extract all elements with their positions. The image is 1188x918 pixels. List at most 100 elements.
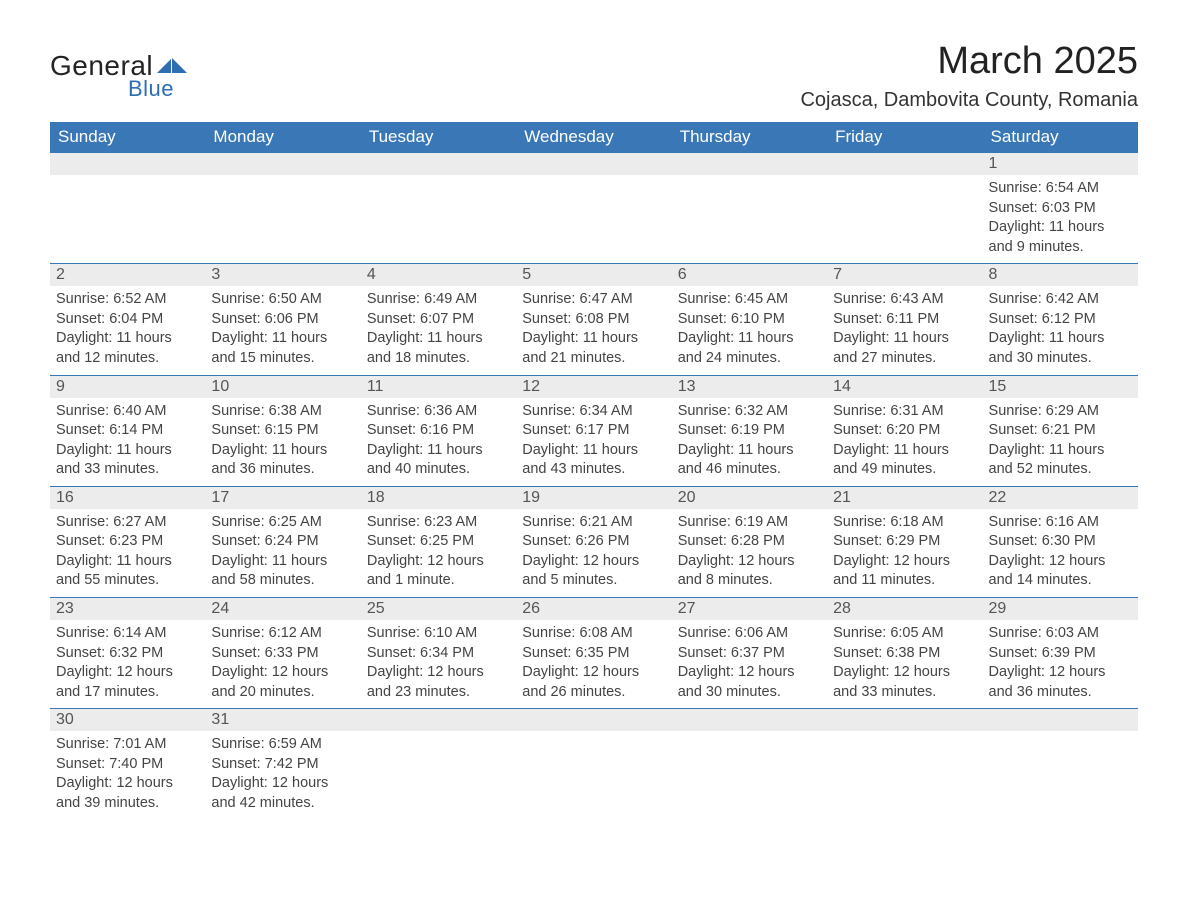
day-day1: Daylight: 11 hours — [678, 441, 821, 461]
day-details: Sunrise: 6:06 AMSunset: 6:37 PMDaylight:… — [672, 620, 827, 708]
day-number: 1 — [983, 153, 1138, 175]
day-details: Sunrise: 6:59 AMSunset: 7:42 PMDaylight:… — [205, 731, 360, 819]
day-number: 9 — [50, 376, 205, 398]
day-details: Sunrise: 6:29 AMSunset: 6:21 PMDaylight:… — [983, 398, 1138, 486]
day-day1: Daylight: 12 hours — [833, 663, 976, 683]
day-day1: Daylight: 11 hours — [367, 329, 510, 349]
dow-saturday: Saturday — [983, 122, 1138, 153]
week-row: 16Sunrise: 6:27 AMSunset: 6:23 PMDayligh… — [50, 487, 1138, 598]
day-cell: 27Sunrise: 6:06 AMSunset: 6:37 PMDayligh… — [672, 598, 827, 708]
day-day2: and 12 minutes. — [56, 349, 199, 369]
day-sunset: Sunset: 6:14 PM — [56, 421, 199, 441]
day-cell: 25Sunrise: 6:10 AMSunset: 6:34 PMDayligh… — [361, 598, 516, 708]
day-number: 24 — [205, 598, 360, 620]
day-sunrise: Sunrise: 6:16 AM — [989, 513, 1132, 533]
day-sunrise: Sunrise: 6:32 AM — [678, 402, 821, 422]
day-sunset: Sunset: 6:35 PM — [522, 644, 665, 664]
day-cell — [827, 709, 982, 819]
day-day2: and 30 minutes. — [678, 683, 821, 703]
day-sunset: Sunset: 6:17 PM — [522, 421, 665, 441]
day-day2: and 15 minutes. — [211, 349, 354, 369]
day-sunrise: Sunrise: 6:42 AM — [989, 290, 1132, 310]
day-details: Sunrise: 6:40 AMSunset: 6:14 PMDaylight:… — [50, 398, 205, 486]
day-day1: Daylight: 12 hours — [522, 552, 665, 572]
day-number: 15 — [983, 376, 1138, 398]
day-day2: and 33 minutes. — [833, 683, 976, 703]
day-day2: and 20 minutes. — [211, 683, 354, 703]
day-number: 30 — [50, 709, 205, 731]
week-row: 23Sunrise: 6:14 AMSunset: 6:32 PMDayligh… — [50, 598, 1138, 709]
day-number: 28 — [827, 598, 982, 620]
day-details: Sunrise: 6:05 AMSunset: 6:38 PMDaylight:… — [827, 620, 982, 708]
day-sunrise: Sunrise: 6:43 AM — [833, 290, 976, 310]
day-cell: 7Sunrise: 6:43 AMSunset: 6:11 PMDaylight… — [827, 264, 982, 374]
day-number: 29 — [983, 598, 1138, 620]
day-sunrise: Sunrise: 6:52 AM — [56, 290, 199, 310]
day-sunset: Sunset: 6:37 PM — [678, 644, 821, 664]
day-sunset: Sunset: 6:39 PM — [989, 644, 1132, 664]
day-sunrise: Sunrise: 6:23 AM — [367, 513, 510, 533]
day-sunset: Sunset: 6:23 PM — [56, 532, 199, 552]
day-cell: 28Sunrise: 6:05 AMSunset: 6:38 PMDayligh… — [827, 598, 982, 708]
day-sunrise: Sunrise: 6:03 AM — [989, 624, 1132, 644]
day-day1: Daylight: 12 hours — [367, 663, 510, 683]
day-cell: 8Sunrise: 6:42 AMSunset: 6:12 PMDaylight… — [983, 264, 1138, 374]
week-row: 9Sunrise: 6:40 AMSunset: 6:14 PMDaylight… — [50, 376, 1138, 487]
day-details: Sunrise: 6:25 AMSunset: 6:24 PMDaylight:… — [205, 509, 360, 597]
day-day2: and 52 minutes. — [989, 460, 1132, 480]
day-sunset: Sunset: 6:20 PM — [833, 421, 976, 441]
day-cell — [672, 153, 827, 263]
day-number: 21 — [827, 487, 982, 509]
day-day1: Daylight: 11 hours — [522, 329, 665, 349]
day-number: 7 — [827, 264, 982, 286]
day-details: Sunrise: 6:45 AMSunset: 6:10 PMDaylight:… — [672, 286, 827, 374]
days-of-week-header: Sunday Monday Tuesday Wednesday Thursday… — [50, 122, 1138, 153]
day-day1: Daylight: 11 hours — [833, 441, 976, 461]
day-number: 2 — [50, 264, 205, 286]
day-cell: 5Sunrise: 6:47 AMSunset: 6:08 PMDaylight… — [516, 264, 671, 374]
day-details: Sunrise: 6:32 AMSunset: 6:19 PMDaylight:… — [672, 398, 827, 486]
day-number — [205, 153, 360, 175]
day-cell: 15Sunrise: 6:29 AMSunset: 6:21 PMDayligh… — [983, 376, 1138, 486]
day-day2: and 26 minutes. — [522, 683, 665, 703]
day-sunrise: Sunrise: 6:21 AM — [522, 513, 665, 533]
day-number — [827, 153, 982, 175]
day-details: Sunrise: 6:34 AMSunset: 6:17 PMDaylight:… — [516, 398, 671, 486]
day-day1: Daylight: 12 hours — [56, 774, 199, 794]
day-sunrise: Sunrise: 6:06 AM — [678, 624, 821, 644]
day-day2: and 49 minutes. — [833, 460, 976, 480]
title-block: March 2025 Cojasca, Dambovita County, Ro… — [800, 40, 1138, 112]
day-cell — [50, 153, 205, 263]
day-sunrise: Sunrise: 6:10 AM — [367, 624, 510, 644]
month-title: March 2025 — [800, 40, 1138, 83]
day-day1: Daylight: 11 hours — [989, 329, 1132, 349]
day-day1: Daylight: 11 hours — [56, 329, 199, 349]
day-number: 12 — [516, 376, 671, 398]
day-cell: 14Sunrise: 6:31 AMSunset: 6:20 PMDayligh… — [827, 376, 982, 486]
day-cell — [672, 709, 827, 819]
dow-friday: Friday — [827, 122, 982, 153]
day-cell — [516, 153, 671, 263]
day-day1: Daylight: 12 hours — [211, 774, 354, 794]
day-day1: Daylight: 11 hours — [211, 329, 354, 349]
day-sunrise: Sunrise: 6:14 AM — [56, 624, 199, 644]
day-day1: Daylight: 12 hours — [678, 552, 821, 572]
day-day2: and 11 minutes. — [833, 571, 976, 591]
day-day1: Daylight: 11 hours — [522, 441, 665, 461]
day-details: Sunrise: 6:52 AMSunset: 6:04 PMDaylight:… — [50, 286, 205, 374]
day-day1: Daylight: 11 hours — [989, 441, 1132, 461]
day-cell: 21Sunrise: 6:18 AMSunset: 6:29 PMDayligh… — [827, 487, 982, 597]
day-day2: and 36 minutes. — [989, 683, 1132, 703]
day-number: 26 — [516, 598, 671, 620]
day-sunrise: Sunrise: 6:29 AM — [989, 402, 1132, 422]
day-number — [361, 709, 516, 731]
day-day1: Daylight: 12 hours — [522, 663, 665, 683]
day-sunrise: Sunrise: 6:18 AM — [833, 513, 976, 533]
day-sunset: Sunset: 6:03 PM — [989, 199, 1132, 219]
day-number: 13 — [672, 376, 827, 398]
day-number — [983, 709, 1138, 731]
day-details: Sunrise: 6:50 AMSunset: 6:06 PMDaylight:… — [205, 286, 360, 374]
day-cell: 13Sunrise: 6:32 AMSunset: 6:19 PMDayligh… — [672, 376, 827, 486]
day-cell: 6Sunrise: 6:45 AMSunset: 6:10 PMDaylight… — [672, 264, 827, 374]
day-number: 18 — [361, 487, 516, 509]
